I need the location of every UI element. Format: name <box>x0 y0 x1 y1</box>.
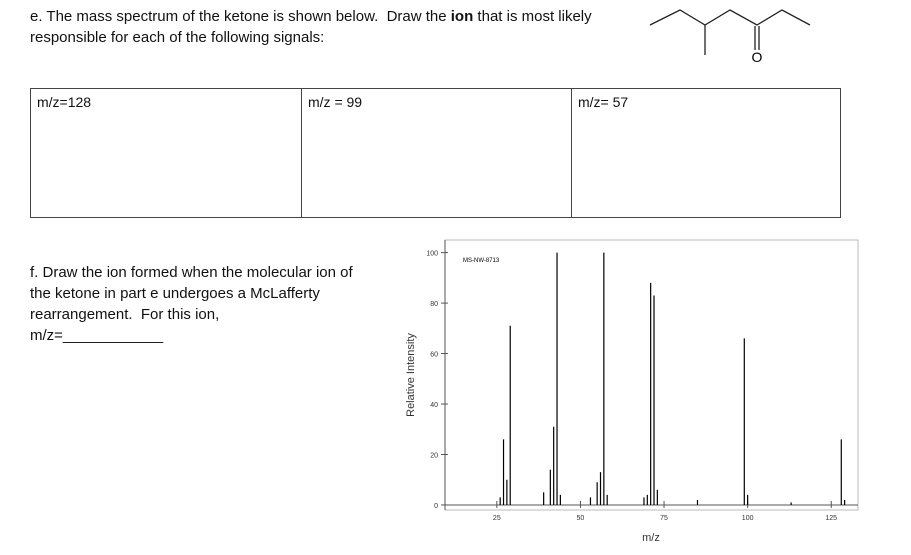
y-tick-label: 60 <box>430 352 438 359</box>
x-tick-label: 50 <box>577 515 585 522</box>
x-tick-label: 125 <box>825 515 837 522</box>
part-f-line: m/z=____________ <box>30 327 164 344</box>
bold-text: ion <box>450 8 474 25</box>
part-f-line: rearrangement. For this ion, <box>30 306 220 323</box>
y-tick-label: 100 <box>426 251 438 258</box>
y-axis-label: Relative Intensity <box>405 333 417 417</box>
x-axis-label: m/z <box>642 532 660 544</box>
x-tick-label: 75 <box>660 515 668 522</box>
y-tick-label: 20 <box>430 452 438 459</box>
part-f-line: the ketone in part e undergoes a McLaffe… <box>30 285 320 302</box>
part-f-line: f. Draw the ion formed when the molecula… <box>30 264 353 281</box>
chart-title: MS-NW-8713 <box>463 258 500 264</box>
plot-frame <box>444 239 859 511</box>
y-tick-label: 0 <box>434 503 438 510</box>
atom-label: O <box>752 49 763 65</box>
structure: O <box>649 9 811 65</box>
part-e-line2: responsible for each of the following si… <box>30 29 325 46</box>
x-tick-label: 25 <box>493 515 501 522</box>
y-tick-label: 40 <box>430 402 438 409</box>
table-cell: m/z= 57 <box>571 88 841 218</box>
y-tick-label: 80 <box>430 301 438 308</box>
text: that is most likely <box>473 8 592 25</box>
bond <box>649 9 811 26</box>
x-tick-label: 100 <box>742 515 754 522</box>
part-e-line1: e. The mass spectrum of the ketone is sh… <box>30 8 592 25</box>
text: e. The mass spectrum of the ketone is sh… <box>30 8 451 25</box>
